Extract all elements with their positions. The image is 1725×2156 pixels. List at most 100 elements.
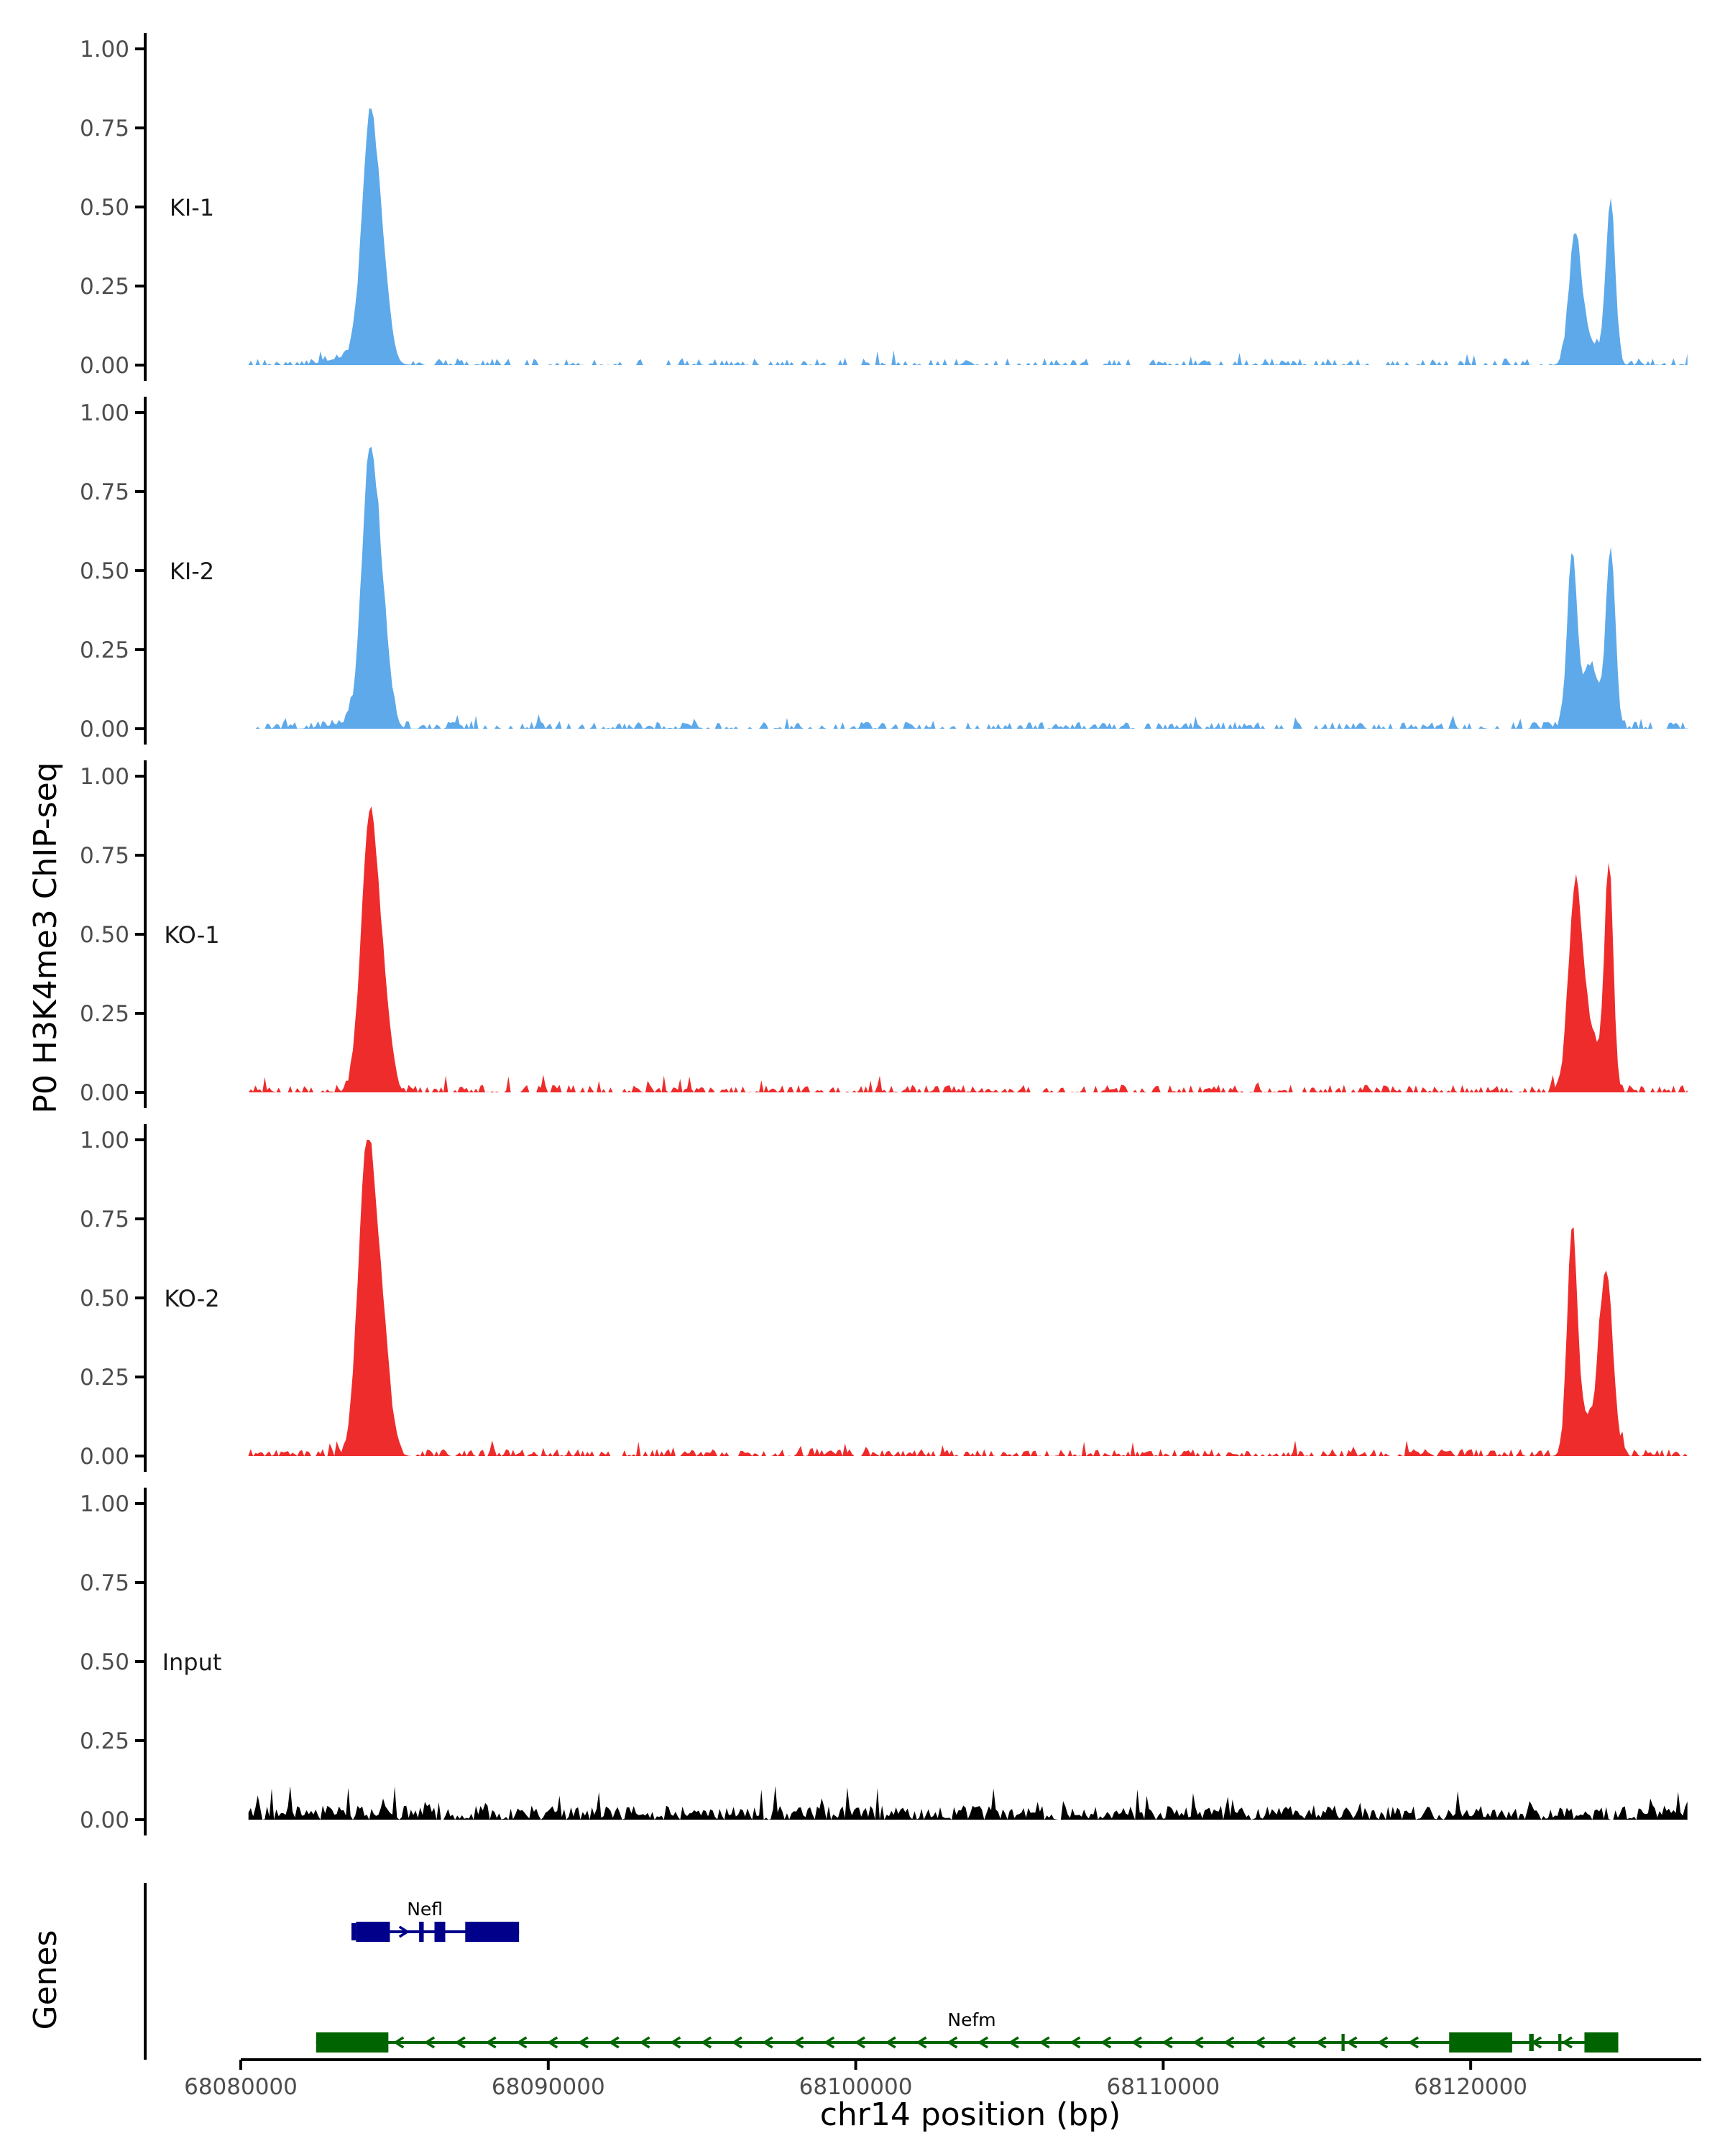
strand-arrow-icon <box>454 2036 466 2049</box>
signal-area-ki-1 <box>248 108 1688 365</box>
strand-arrow-icon <box>398 1925 410 1938</box>
track-ko-2: 0.00 0.25 0.50 0.75 1.00 KO-2 <box>80 1124 1688 1472</box>
strand-arrow-icon <box>516 2036 528 2049</box>
y-tick-label: 0.75 <box>80 843 129 869</box>
y-tick-label: 0.75 <box>80 479 129 505</box>
strand-arrow-icon <box>546 2036 558 2049</box>
genes-axis-title: Genes <box>27 1930 64 2030</box>
y-axis-title: P0 H3K4me3 ChIP-seq <box>27 762 64 1113</box>
y-tick-label: 0.25 <box>80 274 129 300</box>
x-tick-label: 68100000 <box>799 2074 913 2100</box>
track-label: KO-1 <box>164 921 219 949</box>
gene-utr <box>351 1923 356 1940</box>
strand-arrow-icon <box>854 2036 865 2049</box>
strand-arrow-icon <box>1223 2036 1235 2049</box>
strand-arrow-icon <box>393 2036 405 2049</box>
y-tick-label: 0.50 <box>80 922 129 948</box>
track-ki-2: 0.00 0.25 0.50 0.75 1.00 KI-2 <box>80 397 1688 745</box>
gene-exon <box>356 1922 390 1942</box>
y-tick-label: 0.50 <box>80 558 129 584</box>
strand-arrow-icon <box>1008 2036 1019 2049</box>
gene-exon <box>316 2032 389 2053</box>
track-label: KO-2 <box>164 1285 219 1312</box>
gene-exon <box>434 1922 446 1942</box>
signal-area-ko-1 <box>248 806 1688 1092</box>
y-tick-label: 1.00 <box>80 1491 129 1517</box>
gene-exon <box>1449 2032 1512 2053</box>
strand-arrow-icon <box>423 2036 436 2049</box>
strand-arrow-icon <box>823 2036 835 2049</box>
signal-area-ko-2 <box>248 1140 1688 1456</box>
y-tick-label: 0.25 <box>80 1001 129 1027</box>
strand-arrow-icon <box>639 2036 650 2049</box>
strand-arrow-icon <box>762 2036 773 2049</box>
gene-utr <box>1529 2034 1534 2051</box>
track-label: Input <box>162 1649 222 1676</box>
x-axis-title: chr14 position (bp) <box>820 2096 1121 2133</box>
strand-arrow-icon <box>608 2036 620 2049</box>
y-tick-label: 0.75 <box>80 1570 129 1596</box>
strand-arrow-icon <box>1407 2036 1419 2049</box>
x-tick-label: 68120000 <box>1414 2074 1527 2100</box>
strand-arrow-icon <box>1376 2036 1389 2049</box>
strand-arrow-icon <box>885 2036 896 2049</box>
y-tick-label: 0.00 <box>80 717 129 742</box>
strand-arrow-icon <box>577 2036 589 2049</box>
genes-panel: Nefl Nefm <box>144 1883 1619 2060</box>
y-tick-label: 0.25 <box>80 1728 129 1754</box>
gene-nefl: Nefl <box>351 1899 520 1942</box>
strand-arrow-icon <box>1284 2036 1296 2049</box>
x-tick-label: 68090000 <box>492 2074 605 2100</box>
signal-tracks: 0.00 0.25 0.50 0.75 1.00 KI-1 0.00 0.25 0.50 0.75… <box>80 33 1688 1835</box>
strand-arrow-icon <box>1162 2036 1173 2049</box>
gene-exon <box>1584 2032 1619 2053</box>
strand-arrow-icon <box>977 2036 989 2049</box>
signal-area-ki-2 <box>248 446 1688 729</box>
x-tick-label: 68080000 <box>184 2074 298 2100</box>
y-tick-label: 0.25 <box>80 1365 129 1391</box>
strand-arrow-icon <box>485 2036 497 2049</box>
strand-arrow-icon <box>700 2036 712 2049</box>
strand-arrow-icon <box>1254 2036 1266 2049</box>
strand-arrow-icon <box>670 2036 681 2049</box>
strand-arrow-icon <box>916 2036 927 2049</box>
gene-utr <box>1341 2034 1345 2051</box>
gene-exon <box>419 1922 424 1942</box>
track-input: 0.00 0.25 0.50 0.75 1.00 Input <box>80 1488 1688 1835</box>
gene-name-label: Nefm <box>947 2009 995 2030</box>
gene-utr <box>1558 2034 1562 2051</box>
y-tick-label: 0.00 <box>80 353 129 379</box>
strand-arrow-icon <box>1039 2036 1050 2049</box>
gene-exon <box>465 1922 520 1942</box>
strand-arrow-icon <box>1315 2036 1327 2049</box>
track-ko-1: 0.00 0.25 0.50 0.75 1.00 KO-1 <box>80 760 1688 1108</box>
y-tick-label: 0.75 <box>80 116 129 142</box>
gene-name-label: Nefl <box>407 1899 443 1920</box>
y-tick-label: 0.00 <box>80 1807 129 1833</box>
strand-arrow-icon <box>1346 2036 1358 2049</box>
y-tick-label: 0.50 <box>80 1286 129 1312</box>
y-tick-label: 0.50 <box>80 1649 129 1675</box>
strand-arrow-icon <box>1192 2036 1204 2049</box>
strand-arrow-icon <box>793 2036 804 2049</box>
y-tick-label: 0.75 <box>80 1207 129 1233</box>
strand-arrow-icon <box>1131 2036 1142 2049</box>
y-tick-label: 0.00 <box>80 1444 129 1470</box>
strand-arrow-icon <box>1070 2036 1081 2049</box>
strand-arrow-icon <box>1561 2036 1573 2049</box>
strand-arrow-icon <box>731 2036 742 2049</box>
strand-arrow-icon <box>1100 2036 1112 2049</box>
strand-arrow-icon <box>947 2036 958 2049</box>
gene-nefm: Nefm <box>316 2009 1619 2053</box>
track-label: KI-1 <box>170 194 214 221</box>
y-tick-label: 1.00 <box>80 1128 129 1153</box>
track-ki-1: 0.00 0.25 0.50 0.75 1.00 KI-1 <box>80 33 1688 381</box>
track-label: KI-2 <box>170 558 214 585</box>
y-tick-label: 0.25 <box>80 637 129 663</box>
y-tick-label: 1.00 <box>80 37 129 63</box>
y-tick-label: 1.00 <box>80 764 129 790</box>
x-axis: 68080000 68090000 68100000 68110000 68120000 <box>184 2058 1701 2100</box>
signal-area-input <box>248 1785 1688 1820</box>
x-tick-label: 68110000 <box>1106 2074 1220 2100</box>
